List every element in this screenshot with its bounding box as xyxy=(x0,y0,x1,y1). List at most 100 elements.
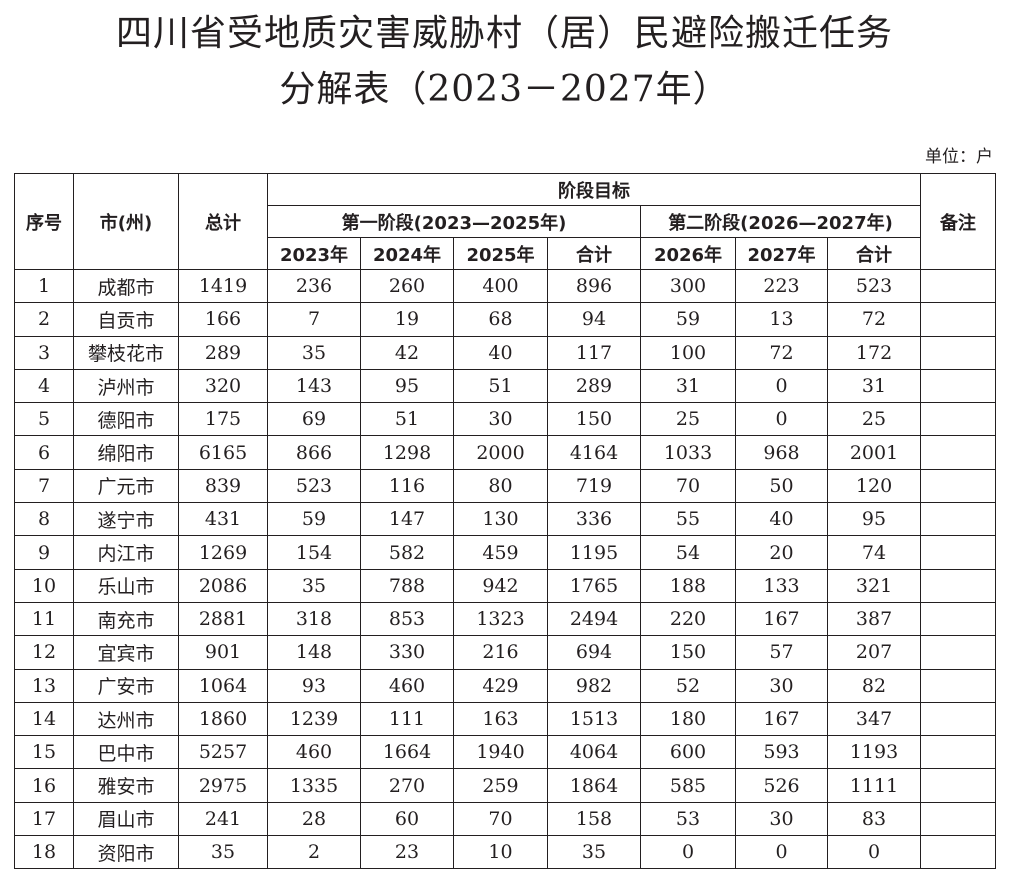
header-cell: 备注 xyxy=(920,173,997,270)
cell: 5257 xyxy=(178,735,268,770)
cell: 143 xyxy=(267,368,361,404)
cell: 95 xyxy=(826,502,922,537)
cell: 3 xyxy=(14,335,74,370)
cell: 175 xyxy=(178,402,268,437)
cell: 广元市 xyxy=(73,468,179,504)
cell: 35 xyxy=(178,835,268,870)
cell: 320 xyxy=(178,368,268,404)
cell: 攀枝花市 xyxy=(73,335,179,370)
cell: 8 xyxy=(14,502,74,537)
cell: 14 xyxy=(14,701,74,737)
cell: 72 xyxy=(735,335,828,370)
header-row: 序号 市(州) 总计 阶段目标 备注 xyxy=(14,173,997,270)
cell: 乐山市 xyxy=(73,568,179,603)
cell: 172 xyxy=(826,335,922,370)
cell: 宜宾市 xyxy=(73,635,179,670)
note-cell xyxy=(920,735,997,770)
note-cell xyxy=(920,335,997,370)
cell: 0 xyxy=(735,835,828,870)
data-row: 2 自贡市 166 7 19 68 94 59 13 72 xyxy=(14,302,997,337)
cell: 188 xyxy=(640,568,736,603)
cell: 321 xyxy=(826,568,922,603)
cell: 154 xyxy=(267,535,361,570)
note-cell xyxy=(920,402,997,437)
title-line: 分解表（2023－2027年） xyxy=(279,69,730,110)
header-cell: 市(州) xyxy=(73,173,179,270)
header-cell: 总计 xyxy=(178,173,268,270)
cell: 遂宁市 xyxy=(73,502,179,537)
cell: 300 xyxy=(640,268,736,304)
data-row: 13 广安市 1064 93 460 429 982 52 30 82 xyxy=(14,668,997,703)
cell: 1269 xyxy=(178,535,268,570)
cell: 968 xyxy=(735,435,828,470)
cell: 585 xyxy=(640,768,736,803)
cell: 896 xyxy=(547,268,641,304)
data-row: 18 资阳市 35 2 23 10 35 0 0 0 xyxy=(14,835,997,870)
cell: 69 xyxy=(267,402,361,437)
cell: 223 xyxy=(735,268,828,304)
cell: 150 xyxy=(640,635,736,670)
cell: 1940 xyxy=(453,735,548,770)
data-row: 9 内江市 1269 154 582 459 1195 54 20 74 xyxy=(14,535,997,570)
cell: 成都市 xyxy=(73,268,179,304)
cell: 94 xyxy=(547,302,641,337)
cell: 自贡市 xyxy=(73,302,179,337)
cell: 400 xyxy=(453,268,548,304)
data-row: 12 宜宾市 901 148 330 216 694 150 57 207 xyxy=(14,635,997,670)
cell: 866 xyxy=(267,435,361,470)
cell: 460 xyxy=(360,668,454,703)
cell: 347 xyxy=(826,701,922,737)
cell: 30 xyxy=(735,668,828,703)
cell: 2881 xyxy=(178,601,268,637)
header-cell: 合计 xyxy=(547,237,641,270)
cell: 167 xyxy=(735,601,828,637)
cell: 336 xyxy=(547,502,641,537)
cell: 523 xyxy=(826,268,922,304)
cell: 207 xyxy=(826,635,922,670)
header-cell: 合计 xyxy=(826,237,922,270)
cell: 18 xyxy=(14,835,74,870)
note-cell xyxy=(920,368,997,404)
cell: 130 xyxy=(453,502,548,537)
cell: 2975 xyxy=(178,768,268,803)
cell: 6165 xyxy=(178,435,268,470)
cell: 南充市 xyxy=(73,601,179,637)
cell: 10 xyxy=(453,835,548,870)
header-row: 2023年 2024年 2025年 合计 2026年 2027年 合计 xyxy=(15,237,996,270)
cell: 839 xyxy=(178,468,268,504)
data-row: 1 成都市 1419 236 260 400 896 300 223 523 xyxy=(14,268,997,304)
header-row: 第一阶段(2023—2025年) 第二阶段(2026—2027年) xyxy=(15,205,996,238)
header-cell: 序号 xyxy=(14,173,74,270)
cell: 12 xyxy=(14,635,74,670)
cell: 460 xyxy=(267,735,361,770)
cell: 7 xyxy=(267,302,361,337)
cell: 93 xyxy=(267,668,361,703)
data-row: 10 乐山市 2086 35 788 942 1765 188 133 321 xyxy=(14,568,997,603)
data-row: 6 绵阳市 6165 866 1298 2000 4164 1033 968 2001 xyxy=(14,435,997,470)
cell: 泸州市 xyxy=(73,368,179,404)
cell: 2000 xyxy=(453,435,548,470)
cell: 133 xyxy=(735,568,828,603)
data-row: 16 雅安市 2975 1335 270 259 1864 585 526 1111 xyxy=(14,768,997,803)
cell: 53 xyxy=(640,801,736,837)
cell: 431 xyxy=(178,502,268,537)
cell: 163 xyxy=(453,701,548,737)
cell: 13 xyxy=(14,668,74,703)
cell: 35 xyxy=(547,835,641,870)
cell: 54 xyxy=(640,535,736,570)
cell: 117 xyxy=(547,335,641,370)
cell: 雅安市 xyxy=(73,768,179,803)
cell: 30 xyxy=(453,402,548,437)
cell: 2 xyxy=(14,302,74,337)
table-body: 1 成都市 1419 236 260 400 896 300 223 523 2 自贡市 166 7 19 6… xyxy=(14,268,997,870)
cell: 绵阳市 xyxy=(73,435,179,470)
note-cell xyxy=(920,701,997,737)
cell: 100 xyxy=(640,335,736,370)
cell: 31 xyxy=(640,368,736,404)
cell: 330 xyxy=(360,635,454,670)
note-cell xyxy=(920,535,997,570)
cell: 1195 xyxy=(547,535,641,570)
cell: 55 xyxy=(640,502,736,537)
cell: 1765 xyxy=(547,568,641,603)
